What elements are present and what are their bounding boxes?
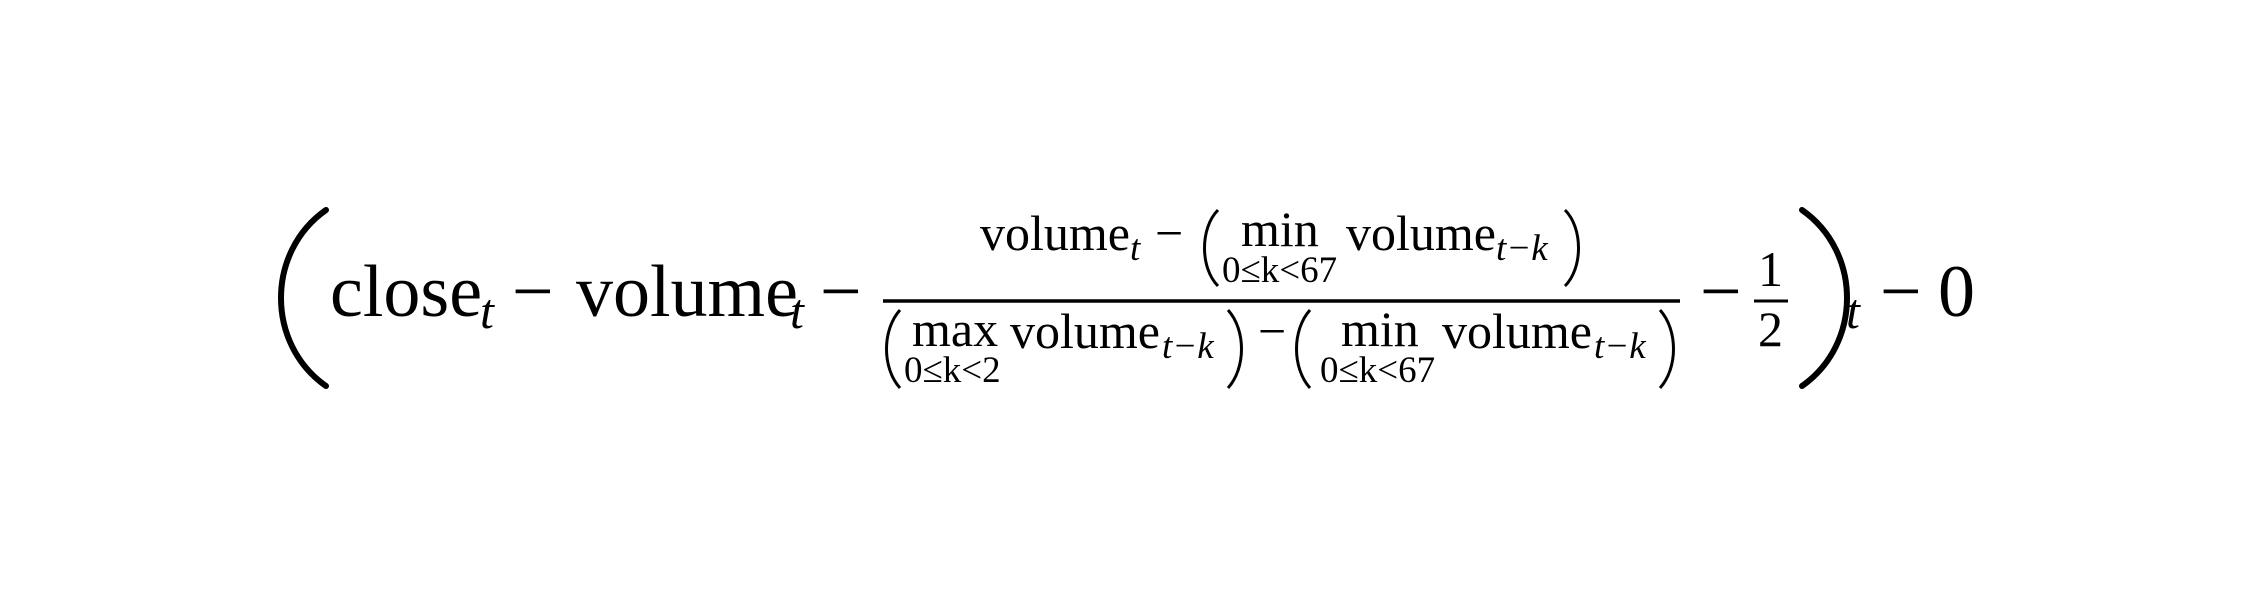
outer-zero: 0	[1938, 251, 1975, 333]
outer-subscript: t	[1846, 283, 1861, 339]
outer-minus-1: −	[512, 251, 554, 333]
outer-minus-2: −	[820, 251, 862, 333]
denominator-left-paren-1	[885, 308, 902, 390]
numerator-left-paren	[1203, 208, 1220, 288]
numerator-min-operator: min	[1241, 201, 1319, 257]
outer-right-paren	[1799, 207, 1850, 389]
volume-subscript: t	[790, 283, 805, 339]
close-subscript: t	[480, 283, 495, 339]
half-denominator: 2	[1758, 301, 1783, 357]
denominator-min-limit: 0≤k<67	[1320, 350, 1435, 391]
denominator-max-limit: 0≤k<2	[904, 350, 1001, 391]
denominator-right-paren-1	[1226, 308, 1243, 390]
denominator-left-paren-2	[1295, 308, 1312, 390]
denominator-max-operator: max	[912, 301, 998, 357]
volume-term: volume	[576, 251, 798, 333]
numerator-right-paren	[1563, 208, 1580, 288]
close-term: close	[330, 251, 482, 333]
half-numerator: 1	[1758, 241, 1783, 297]
denominator-subscript-1: t−k	[1162, 326, 1214, 367]
numerator-inner-volume: volume	[1346, 205, 1496, 261]
numerator-volume: volume	[980, 205, 1130, 261]
outer-left-paren	[278, 207, 329, 389]
denominator-min-operator: min	[1341, 301, 1419, 357]
numerator-volume-subscript: t	[1130, 228, 1142, 269]
numerator-min-limit: 0≤k<67	[1222, 250, 1337, 291]
numerator-inner-subscript: t−k	[1496, 228, 1548, 269]
denominator-right-paren-2	[1658, 308, 1675, 390]
numerator-minus: −	[1155, 205, 1183, 261]
half-minus: −	[1700, 251, 1742, 333]
outer-minus-3: −	[1880, 251, 1922, 333]
denominator-volume-2: volume	[1442, 303, 1592, 359]
denominator-subscript-2: t−k	[1594, 326, 1646, 367]
denominator-minus: −	[1258, 303, 1286, 359]
denominator-volume-1: volume	[1010, 303, 1160, 359]
